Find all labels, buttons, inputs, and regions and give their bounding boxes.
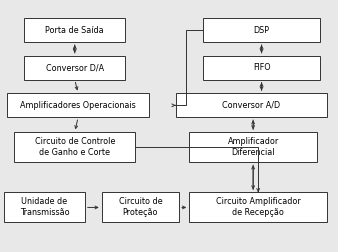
Bar <box>24 56 125 80</box>
Bar <box>4 193 85 223</box>
Bar <box>189 193 327 223</box>
Bar <box>203 56 320 80</box>
Text: Porta de Saída: Porta de Saída <box>45 26 104 35</box>
Text: FIFO: FIFO <box>253 63 270 72</box>
Text: DSP: DSP <box>254 26 270 35</box>
Bar <box>7 93 149 117</box>
Bar <box>102 193 179 223</box>
Text: Unidade de
Transmissão: Unidade de Transmissão <box>20 197 69 217</box>
Text: Circuito de Controle
de Ganho e Corte: Circuito de Controle de Ganho e Corte <box>34 137 115 157</box>
Bar <box>14 132 135 162</box>
Text: Circuito de
Proteção: Circuito de Proteção <box>119 197 162 217</box>
Bar <box>24 18 125 42</box>
Bar <box>203 18 320 42</box>
Text: Amplificadores Operacionais: Amplificadores Operacionais <box>20 101 136 110</box>
Text: Circuito Amplificador
de Recepção: Circuito Amplificador de Recepção <box>216 197 300 217</box>
Text: Amplificador
Diferencial: Amplificador Diferencial <box>227 137 279 157</box>
Bar <box>189 132 317 162</box>
Text: Conversor D/A: Conversor D/A <box>46 63 104 72</box>
Text: Conversor A/D: Conversor A/D <box>222 101 281 110</box>
Bar <box>176 93 327 117</box>
